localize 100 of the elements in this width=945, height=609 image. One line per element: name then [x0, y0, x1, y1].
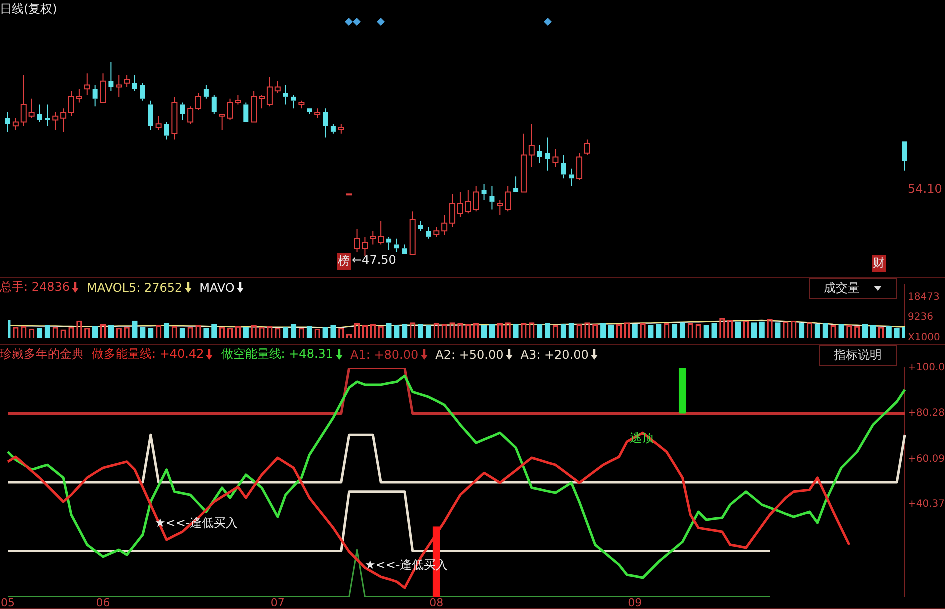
legend-label: MAVOL5: 27652 [87, 280, 183, 294]
bar [402, 324, 408, 338]
bar [894, 328, 900, 338]
candlestick [370, 230, 376, 246]
candlestick [219, 114, 226, 130]
candlestick [259, 94, 266, 110]
bar [148, 328, 154, 338]
legend-label: MAVO [200, 280, 235, 294]
bar [656, 324, 662, 338]
bar [537, 324, 543, 338]
bar [132, 320, 138, 338]
candlestick [140, 82, 146, 102]
legend-label: A3: +20.00 [520, 348, 589, 362]
bar [798, 324, 805, 338]
candlestick [418, 220, 424, 232]
bar [180, 328, 186, 338]
candlestick [84, 73, 90, 96]
candlestick [172, 96, 178, 140]
bar [212, 324, 218, 338]
candlestick [394, 238, 400, 253]
y-tick-label: 18473 [908, 292, 940, 303]
candlestick [92, 84, 98, 108]
bar [712, 324, 718, 338]
candlestick [545, 137, 550, 172]
candlestick [266, 77, 273, 108]
bar [283, 327, 289, 338]
candlestick [378, 220, 384, 246]
legend-label: 总手: 24836 [0, 279, 70, 296]
bar [544, 324, 551, 338]
candlestick [314, 108, 321, 119]
bar [704, 325, 710, 338]
y-tick-label: +100.0 [908, 362, 945, 374]
candlestick [132, 75, 138, 92]
candlestick [450, 194, 456, 228]
candlestick [465, 190, 472, 214]
candlestick [482, 184, 487, 200]
bar [862, 324, 868, 338]
annotation: 榜 [337, 253, 351, 270]
candlestick [307, 108, 312, 115]
bar [568, 324, 574, 338]
x-tick-label: 07 [270, 596, 285, 609]
candlestick [514, 176, 519, 192]
bar [751, 322, 758, 338]
candlestick [490, 186, 495, 210]
annotation: ←47.50 [352, 253, 396, 267]
bar [600, 324, 606, 338]
legend-label: A2: +50.00 [436, 348, 504, 362]
candlestick [76, 88, 82, 104]
bar [648, 325, 654, 338]
bar [36, 328, 43, 338]
bar [672, 324, 678, 338]
candlestick [528, 124, 535, 168]
candlestick [330, 124, 336, 134]
candlestick [180, 102, 186, 121]
candlestick [323, 108, 328, 138]
candlestick [386, 236, 392, 252]
chart-title: 珍藏多年的金典 [0, 346, 84, 363]
bar [870, 325, 876, 338]
candlestick [100, 73, 106, 104]
candlestick [28, 98, 35, 119]
x-tick-label: 08 [430, 596, 444, 609]
candlestick [164, 122, 170, 140]
candlestick [561, 154, 566, 180]
annotation: 54.10 [908, 182, 942, 196]
bar [775, 322, 781, 338]
candlestick [442, 215, 448, 236]
candlestick [37, 104, 42, 123]
candlestick [338, 124, 344, 134]
bar [735, 322, 742, 338]
x-tick-label: 09 [628, 596, 642, 609]
candlestick [552, 148, 559, 168]
bar [489, 324, 496, 338]
legend-label: A1: +80.00 [350, 348, 419, 362]
bar [822, 324, 828, 338]
candlestick [291, 94, 296, 110]
bar [481, 325, 488, 338]
candlestick [402, 244, 408, 254]
y-tick-label: 9236 [908, 312, 934, 324]
candlestick [116, 75, 122, 98]
candlestick [283, 84, 288, 106]
candlestick [902, 142, 908, 172]
bar [204, 328, 210, 338]
y-tick-label: X1000 [908, 332, 940, 344]
bar [680, 322, 686, 338]
bar [108, 325, 114, 338]
bar [886, 326, 892, 338]
bar [322, 327, 328, 338]
bar [330, 325, 336, 338]
bar [513, 324, 519, 338]
y-tick-label: +60.09 [908, 454, 945, 465]
bar [394, 325, 400, 338]
bar [560, 324, 566, 338]
bar [632, 324, 638, 338]
candlestick [108, 61, 114, 92]
candlestick [520, 133, 527, 193]
text: 指标说明 [834, 347, 882, 364]
candlestick [212, 94, 217, 115]
candlestick [148, 100, 154, 130]
legend-label: 做空能量线: +48.31 [221, 346, 334, 363]
candlestick [52, 112, 59, 130]
